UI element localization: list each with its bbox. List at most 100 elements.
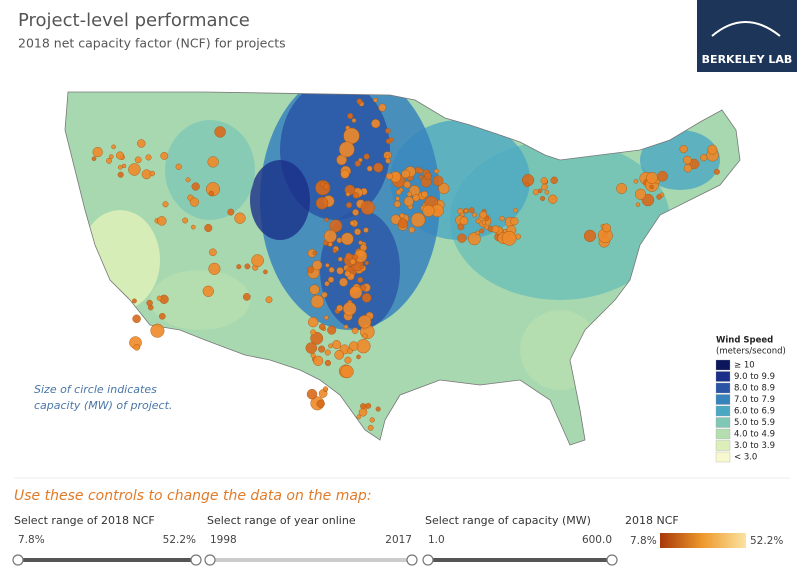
project-point [323, 229, 337, 243]
legend-title: Wind Speed [716, 336, 773, 346]
project-point [332, 248, 338, 254]
project-point [602, 223, 612, 233]
project-point [398, 218, 408, 229]
project-point [634, 188, 647, 200]
project-point [656, 194, 662, 200]
project-point [541, 183, 548, 191]
project-point [544, 189, 550, 195]
legend-label: 9.0 to 9.9 [734, 372, 775, 382]
project-point [321, 291, 328, 298]
project-point [700, 153, 708, 162]
legend-swatch [715, 405, 731, 417]
project-point [349, 285, 363, 299]
slider-max: 600.0 [582, 534, 612, 546]
project-point [134, 156, 142, 164]
project-point [540, 195, 546, 202]
project-point [324, 315, 329, 320]
project-point [202, 285, 214, 297]
project-point [352, 192, 360, 199]
slider-handle[interactable] [12, 554, 24, 566]
project-point [92, 146, 103, 158]
slider-min: 1998 [210, 534, 237, 546]
project-point [475, 218, 481, 224]
project-point [385, 158, 391, 164]
project-point [156, 295, 162, 301]
project-point [332, 340, 342, 350]
slider-max: 2017 [385, 534, 412, 546]
project-point [345, 191, 351, 197]
project-point [137, 139, 146, 148]
project-point [91, 156, 97, 162]
project-point [524, 182, 530, 188]
project-point [713, 168, 720, 175]
legend-swatch [715, 440, 731, 451]
legend-label: ≥ 10 [734, 361, 755, 371]
project-point [385, 154, 390, 159]
project-point [393, 200, 401, 208]
legend-label: 8.0 to 8.9 [734, 384, 775, 394]
slider-label: Select range of 2018 NCF [14, 514, 155, 527]
project-point [360, 200, 375, 215]
project-point [318, 345, 326, 353]
project-point [364, 260, 369, 266]
slider-handle[interactable] [406, 554, 418, 566]
project-point [468, 207, 475, 214]
legend-swatch [715, 359, 731, 371]
legend-swatch [715, 382, 731, 394]
project-point [322, 183, 330, 190]
project-point [649, 184, 654, 190]
project-point [583, 229, 597, 243]
project-point [362, 333, 368, 339]
project-point [149, 170, 156, 177]
project-point [128, 163, 141, 176]
slider-handle[interactable] [204, 554, 216, 566]
project-point [459, 216, 469, 226]
project-point [316, 399, 325, 408]
project-point [214, 126, 226, 138]
project-point [410, 212, 426, 228]
project-point [307, 316, 319, 328]
slider-handle[interactable] [190, 554, 202, 566]
legend-swatch [715, 417, 731, 428]
project-point [336, 304, 344, 312]
project-point [315, 196, 329, 210]
project-point [463, 208, 469, 214]
project-point [324, 217, 329, 222]
project-point [328, 266, 335, 273]
slider-handle[interactable] [422, 554, 434, 566]
project-point [150, 323, 165, 338]
project-point [472, 212, 478, 218]
project-point [263, 269, 268, 275]
project-point [175, 163, 182, 170]
project-point [403, 196, 414, 207]
project-point [366, 165, 373, 172]
project-point [349, 220, 355, 226]
project-point [371, 118, 381, 129]
project-point [424, 172, 432, 180]
project-point [358, 408, 368, 417]
project-point [401, 169, 410, 179]
project-point [185, 177, 191, 183]
project-point [361, 292, 372, 303]
project-point [369, 417, 375, 423]
legend-label: 6.0 to 6.9 [734, 407, 775, 417]
project-point [499, 215, 505, 222]
project-point [191, 182, 200, 191]
project-point [190, 224, 196, 230]
project-point [207, 156, 219, 168]
project-point [133, 343, 141, 351]
title: Project-level performance [18, 10, 250, 31]
project-point [354, 160, 361, 167]
project-point [318, 323, 326, 331]
slider-handle[interactable] [606, 554, 618, 566]
project-point [548, 194, 558, 204]
project-point [422, 204, 435, 217]
project-point [338, 141, 355, 158]
project-point [162, 201, 169, 208]
color-legend-min: 7.8% [630, 535, 657, 547]
project-point [352, 208, 360, 216]
project-point [357, 276, 364, 283]
project-point [344, 356, 352, 364]
project-point [327, 276, 335, 283]
project-point [325, 263, 330, 268]
